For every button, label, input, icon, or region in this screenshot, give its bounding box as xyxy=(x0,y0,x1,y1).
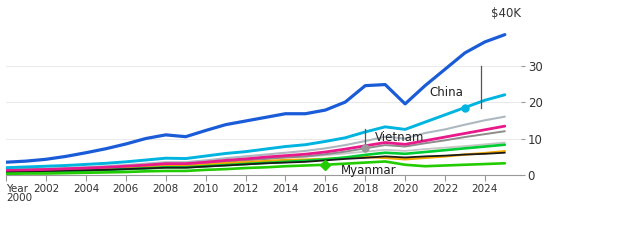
Text: Vietnam: Vietnam xyxy=(375,131,425,144)
Text: 2006: 2006 xyxy=(113,184,139,194)
Text: China: China xyxy=(429,87,463,99)
Text: Myanmar: Myanmar xyxy=(341,164,397,177)
Text: 2020: 2020 xyxy=(392,184,419,194)
Text: 2012: 2012 xyxy=(232,184,259,194)
Text: 2018: 2018 xyxy=(352,184,378,194)
Text: 2014: 2014 xyxy=(272,184,299,194)
Text: 2004: 2004 xyxy=(73,184,99,194)
Text: 2002: 2002 xyxy=(33,184,60,194)
Text: 2016: 2016 xyxy=(312,184,339,194)
Text: 2008: 2008 xyxy=(153,184,179,194)
Text: 2022: 2022 xyxy=(432,184,458,194)
Text: 2010: 2010 xyxy=(193,184,219,194)
Text: 2024: 2024 xyxy=(472,184,498,194)
Text: $40K: $40K xyxy=(491,8,521,20)
Text: Year: Year xyxy=(6,184,28,194)
Text: 2000: 2000 xyxy=(6,193,32,203)
